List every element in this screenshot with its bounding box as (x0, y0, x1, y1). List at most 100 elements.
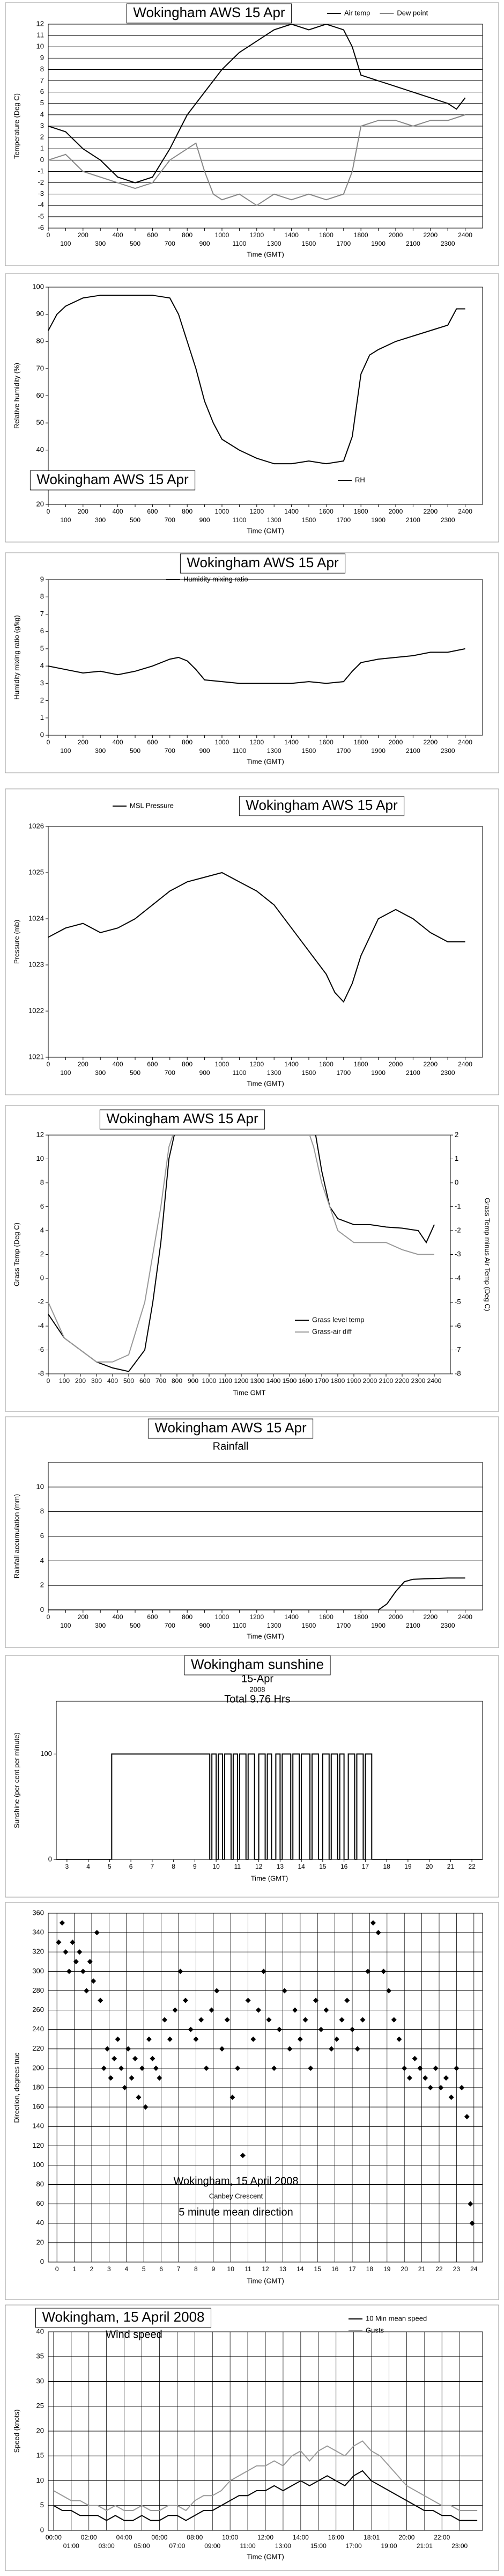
point (87, 1959, 93, 1965)
chart-title: Wokingham sunshine (191, 1656, 324, 1672)
x-tick-label: 100 (60, 1069, 71, 1077)
x-tick-label: 2000 (389, 1613, 403, 1621)
x-tick-label: 1500 (302, 516, 316, 524)
x-tick-label: 2100 (406, 240, 420, 247)
y-tick-label: 7 (40, 610, 44, 618)
x-tick-label: 16 (331, 2265, 339, 2273)
x-tick-label: 1300 (267, 240, 281, 247)
y-tick-label: -3 (38, 189, 44, 197)
point (245, 1997, 251, 2003)
chart-title: Wokingham AWS 15 Apr (133, 4, 285, 20)
x-tick-label: 24 (470, 2265, 478, 2273)
y-tick-label: 90 (36, 310, 44, 318)
x-tick-label: 1600 (319, 1060, 333, 1068)
x-tick-label: 1100 (232, 240, 246, 247)
point (77, 1949, 83, 1955)
point (80, 1968, 86, 1974)
x-tick-label: 2000 (389, 738, 403, 746)
x-tick-label: 0 (47, 738, 50, 746)
y-tick-label: 0 (40, 730, 44, 738)
x-tick-label: 2200 (423, 508, 438, 515)
y-tick-label: 6 (40, 1202, 44, 1210)
plot-frame (48, 2331, 483, 2531)
x-tick-label: 1800 (354, 508, 368, 515)
x-tick-label: 1800 (354, 1060, 368, 1068)
point (112, 2055, 117, 2061)
point (105, 2046, 110, 2052)
x-tick-label: 500 (130, 1069, 140, 1077)
x-tick-label: 16:00 (328, 2534, 344, 2541)
x-tick-label: 1300 (267, 747, 281, 755)
x-tick-label: 20:00 (398, 2534, 414, 2541)
y2-tick-label: -3 (455, 1250, 461, 1258)
y-tick-label: 9 (40, 54, 44, 62)
x-tick-label: 1200 (234, 1377, 249, 1385)
y-tick-label: -4 (38, 201, 44, 209)
x-tick-label: 500 (130, 747, 140, 755)
x-tick-label: 2000 (363, 1377, 377, 1385)
x-tick-label: 7 (177, 2265, 181, 2273)
x-tick-label: 2100 (406, 1622, 420, 1629)
x-tick-label: 500 (130, 1622, 140, 1629)
y-tick-label: 1 (40, 144, 44, 152)
x-tick-label: 12:00 (257, 2534, 273, 2541)
x-tick-label: 00:00 (46, 2534, 62, 2541)
point (271, 2065, 277, 2071)
x-tick-label: 1300 (267, 516, 281, 524)
y2-tick-label: -5 (455, 1298, 461, 1306)
y-tick-label: 12 (36, 19, 44, 27)
x-tick-label: 21 (418, 2265, 426, 2273)
point (56, 1940, 62, 1945)
x-tick-label: 1000 (215, 1613, 229, 1621)
y2-tick-label: 0 (455, 1178, 458, 1186)
x-tick-label: 1700 (336, 240, 351, 247)
x-tick-label: 500 (123, 1377, 134, 1385)
point (214, 1988, 220, 1994)
plot-frame (48, 287, 483, 505)
x-tick-label: 1000 (215, 508, 229, 515)
x-tick-label: 1300 (267, 1622, 281, 1629)
y-tick-label: 8 (40, 65, 44, 73)
x-tick-label: 3 (107, 2265, 111, 2273)
x-tick-label: 2400 (458, 508, 472, 515)
y-tick-label: 4 (40, 1226, 44, 1234)
y-tick-label: 2 (40, 696, 44, 704)
x-tick-label: 800 (172, 1377, 182, 1385)
point (406, 2075, 412, 2081)
series-line (48, 1135, 434, 1363)
x-tick-label: 1200 (249, 508, 264, 515)
title-box (126, 3, 292, 24)
y-tick-label: 140 (32, 2122, 44, 2130)
y2-tick-label: -7 (455, 1345, 461, 1353)
y-tick-label: 300 (32, 1967, 44, 1975)
x-axis-label: Time (GMT) (247, 250, 284, 258)
y-tick-label: 8 (40, 1507, 44, 1515)
x-tick-label: 12 (255, 1863, 263, 1870)
x-tick-label: 15 (314, 2265, 322, 2273)
y-tick-label: 9 (40, 575, 44, 583)
point (438, 2085, 444, 2090)
point (129, 2075, 135, 2081)
point (333, 2036, 339, 2042)
x-tick-label: 2300 (411, 1377, 426, 1385)
point (297, 2036, 303, 2042)
x-tick-label: 400 (113, 738, 123, 746)
x-tick-label: 0 (47, 231, 50, 239)
chart-title: Wokingham, 15 April 2008 (173, 2175, 298, 2187)
x-tick-label: 10 (227, 2265, 235, 2273)
x-tick-label: 900 (199, 1622, 210, 1629)
x-tick-label: 2100 (406, 516, 420, 524)
point (370, 1920, 376, 1926)
x-tick-label: 2200 (423, 1613, 438, 1621)
chart-title: Wokingham AWS 15 Apr (246, 797, 398, 813)
y2-tick-label: -1 (455, 1202, 461, 1210)
panel (5, 2304, 499, 2571)
x-tick-label: 700 (165, 1069, 175, 1077)
y-tick-label: 20 (36, 2426, 44, 2434)
x-tick-label: 100 (60, 240, 71, 247)
point (177, 1968, 183, 1974)
y-tick-label: 1026 (28, 822, 44, 830)
point (70, 1940, 76, 1945)
y-axis-label: Temperature (Deg C) (12, 93, 20, 159)
